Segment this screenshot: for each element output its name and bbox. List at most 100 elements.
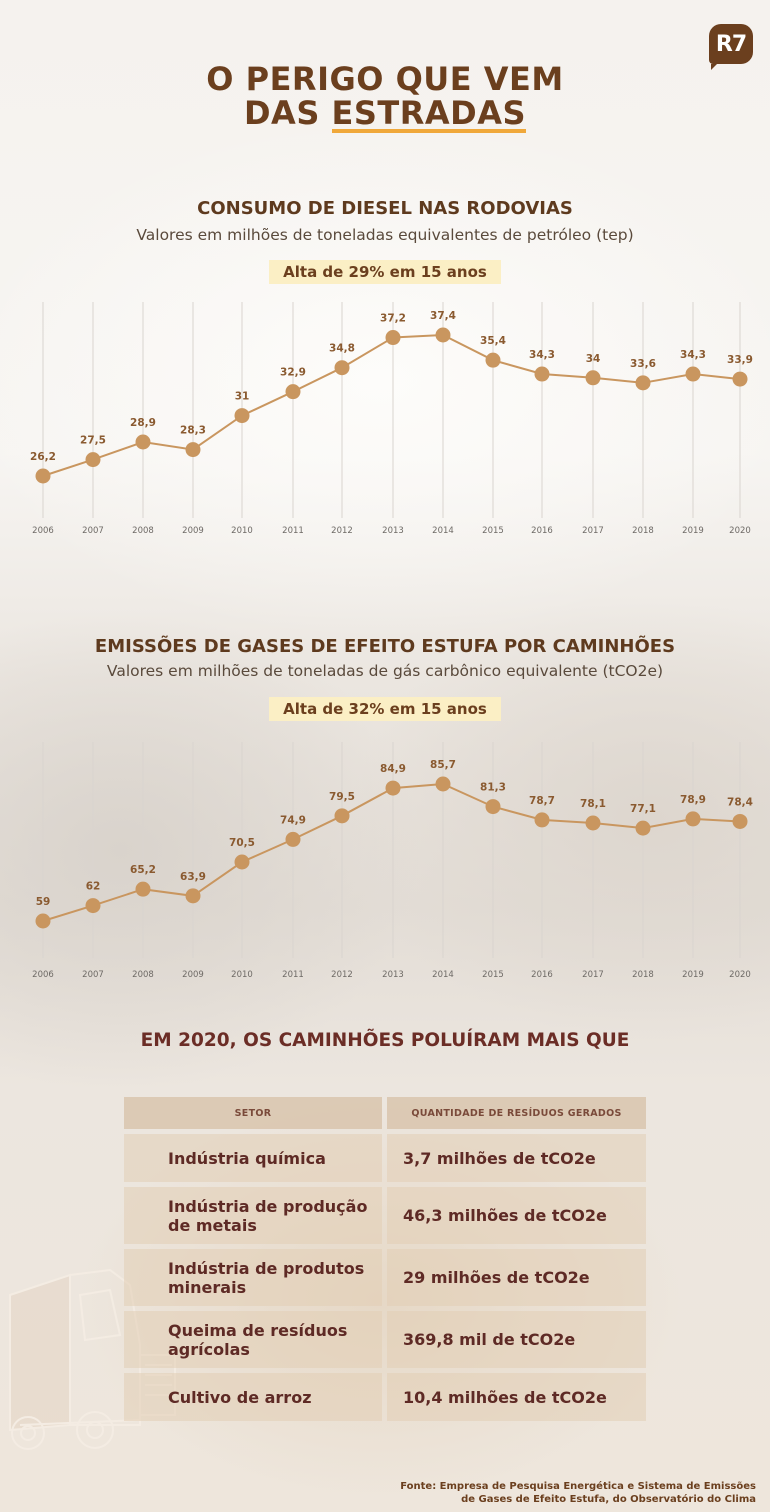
data-point bbox=[334, 360, 350, 376]
data-point bbox=[285, 384, 301, 400]
data-label: 31 bbox=[235, 391, 250, 403]
r7-logo: R7 bbox=[709, 24, 753, 70]
data-label: 77,1 bbox=[630, 803, 656, 815]
diesel-chart-svg: 26,2 2006 27,5 2007 28,9 2008 28,3 2009 31 2010 32… bbox=[30, 302, 753, 536]
emissions-chart-subtitle: Valores em milhões de toneladas de gás c… bbox=[106, 662, 664, 680]
data-point bbox=[534, 812, 550, 828]
x-axis-tick: 2011 bbox=[282, 526, 304, 536]
data-point bbox=[35, 468, 51, 484]
x-axis-tick: 2012 bbox=[331, 526, 353, 536]
data-label: 78,7 bbox=[529, 795, 555, 807]
data-label: 65,2 bbox=[130, 864, 156, 876]
x-axis-tick: 2019 bbox=[682, 970, 704, 980]
data-label: 27,5 bbox=[80, 435, 106, 447]
x-axis-tick: 2017 bbox=[582, 970, 604, 980]
table-header-row: SETOR QUANTIDADE DE RESÍDUOS GERADOS bbox=[124, 1097, 646, 1129]
x-axis-tick: 2006 bbox=[32, 970, 54, 980]
data-point bbox=[435, 776, 451, 792]
sector-cell: Indústria de produtos minerais bbox=[124, 1249, 382, 1306]
data-point bbox=[635, 820, 651, 836]
table-row: Indústria de produção de metais 46,3 mil… bbox=[124, 1187, 646, 1244]
data-point bbox=[334, 808, 350, 824]
x-axis-tick: 2010 bbox=[231, 526, 253, 536]
data-point bbox=[732, 813, 748, 829]
emissions-line-chart: 59 2006 62 2007 65,2 2008 63,9 2009 70,5 2010 74,9… bbox=[0, 730, 770, 990]
x-axis-tick: 2017 bbox=[582, 526, 604, 536]
source-note: Fonte: Empresa de Pesquisa Energética e … bbox=[400, 1481, 756, 1505]
x-axis-tick: 2018 bbox=[632, 526, 654, 536]
data-point bbox=[485, 352, 501, 368]
title-highlight: ESTRADAS bbox=[331, 94, 527, 133]
data-point bbox=[534, 366, 550, 382]
data-point bbox=[732, 371, 748, 387]
data-label: 59 bbox=[36, 896, 51, 908]
data-label: 74,9 bbox=[280, 814, 306, 826]
x-axis-tick: 2016 bbox=[531, 970, 553, 980]
data-label: 34,3 bbox=[680, 349, 706, 361]
data-label: 32,9 bbox=[280, 367, 306, 379]
data-label: 26,2 bbox=[30, 451, 56, 463]
x-axis-tick: 2009 bbox=[182, 970, 204, 980]
data-point bbox=[234, 408, 250, 424]
x-axis-tick: 2007 bbox=[82, 970, 104, 980]
data-label: 34,8 bbox=[329, 343, 355, 355]
x-axis-tick: 2020 bbox=[729, 970, 751, 980]
data-point bbox=[185, 888, 201, 904]
truck-illustration-icon bbox=[9, 1268, 176, 1450]
table-title: EM 2020, OS CAMINHÕES POLUÍRAM MAIS QUE bbox=[140, 1030, 630, 1051]
data-point bbox=[585, 370, 601, 386]
data-label: 78,4 bbox=[727, 796, 753, 808]
sector-cell: Queima de resíduos agrícolas bbox=[124, 1311, 382, 1368]
x-axis-tick: 2007 bbox=[82, 526, 104, 536]
x-axis-tick: 2012 bbox=[331, 970, 353, 980]
data-point bbox=[585, 815, 601, 831]
data-label: 35,4 bbox=[480, 335, 506, 347]
data-label: 34,3 bbox=[529, 349, 555, 361]
page-title-line1: O PERIGO QUE VEM bbox=[206, 60, 564, 98]
data-label: 78,9 bbox=[680, 794, 706, 806]
data-label: 78,1 bbox=[580, 798, 606, 810]
data-point bbox=[635, 375, 651, 391]
x-axis-tick: 2014 bbox=[432, 526, 454, 536]
data-point bbox=[435, 327, 451, 343]
table-row: Indústria química 3,7 milhões de tCO2e bbox=[124, 1134, 646, 1182]
data-point bbox=[234, 854, 250, 870]
x-axis-tick: 2015 bbox=[482, 526, 504, 536]
data-label: 37,4 bbox=[430, 310, 456, 322]
data-point bbox=[35, 913, 51, 929]
data-label: 85,7 bbox=[430, 759, 456, 771]
amount-cell: 3,7 milhões de tCO2e bbox=[387, 1134, 646, 1182]
data-label: 34 bbox=[586, 353, 601, 365]
data-point bbox=[135, 434, 151, 450]
emissions-growth-badge: Alta de 32% em 15 anos bbox=[269, 697, 501, 721]
data-label: 28,9 bbox=[130, 417, 156, 429]
x-axis-tick: 2011 bbox=[282, 970, 304, 980]
x-axis-tick: 2015 bbox=[482, 970, 504, 980]
x-axis-tick: 2009 bbox=[182, 526, 204, 536]
amount-cell: 10,4 milhões de tCO2e bbox=[387, 1373, 646, 1421]
data-label: 79,5 bbox=[329, 791, 355, 803]
data-label: 33,9 bbox=[727, 354, 753, 366]
data-point bbox=[385, 780, 401, 796]
sector-cell: Indústria química bbox=[124, 1134, 382, 1182]
data-label: 62 bbox=[86, 881, 101, 893]
data-label: 28,3 bbox=[180, 425, 206, 437]
data-point bbox=[285, 831, 301, 847]
data-label: 33,6 bbox=[630, 358, 656, 370]
x-axis-tick: 2019 bbox=[682, 526, 704, 536]
amount-cell: 29 milhões de tCO2e bbox=[387, 1249, 646, 1306]
data-label: 84,9 bbox=[380, 763, 406, 775]
x-axis-tick: 2013 bbox=[382, 970, 404, 980]
diesel-chart-title: CONSUMO DE DIESEL NAS RODOVIAS bbox=[197, 198, 573, 219]
x-axis-tick: 2006 bbox=[32, 526, 54, 536]
emissions-chart-svg: 59 2006 62 2007 65,2 2008 63,9 2009 70,5 2010 74,9… bbox=[32, 742, 753, 980]
data-label: 37,2 bbox=[380, 313, 406, 325]
page-title-line2: DAS ESTRADAS bbox=[243, 94, 527, 133]
amount-cell: 369,8 mil de tCO2e bbox=[387, 1311, 646, 1368]
data-point bbox=[85, 452, 101, 468]
x-axis-tick: 2016 bbox=[531, 526, 553, 536]
x-axis-tick: 2013 bbox=[382, 526, 404, 536]
diesel-growth-badge: Alta de 29% em 15 anos bbox=[269, 260, 501, 284]
table-row: Queima de resíduos agrícolas 369,8 mil d… bbox=[124, 1311, 646, 1368]
x-axis-tick: 2010 bbox=[231, 970, 253, 980]
